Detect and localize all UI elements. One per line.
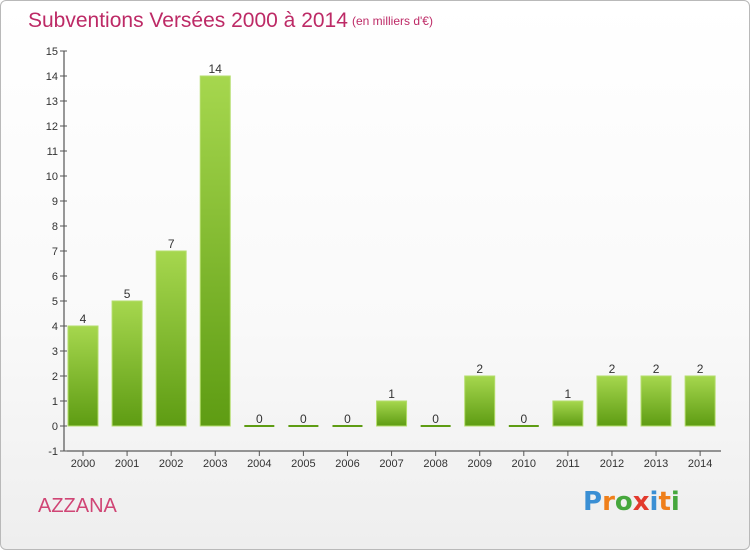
x-tick-label-2012: 2012 xyxy=(600,458,624,470)
data-label-2004: 0 xyxy=(256,412,263,426)
y-tick-label: 6 xyxy=(52,271,58,283)
x-tick-label-2000: 2000 xyxy=(71,458,95,470)
bar-2014 xyxy=(684,375,716,427)
x-tick-label-2008: 2008 xyxy=(423,458,447,470)
bar-2004 xyxy=(244,425,275,427)
y-tick-label: 11 xyxy=(47,146,58,158)
chart-title: Subventions Versées 2000 à 2014 xyxy=(28,9,348,32)
bar-2006 xyxy=(332,425,363,427)
bar-2012 xyxy=(596,375,628,427)
x-tick-label-2013: 2013 xyxy=(644,458,668,470)
data-label-2009: 2 xyxy=(476,362,483,376)
x-tick-label-2001: 2001 xyxy=(115,458,139,470)
x-tick-label-2005: 2005 xyxy=(291,458,315,470)
y-tick-label: 0 xyxy=(52,421,58,433)
data-label-2008: 0 xyxy=(432,412,439,426)
y-tick-label: 12 xyxy=(46,121,58,133)
data-label-2003: 14 xyxy=(209,62,223,76)
logo-letter: x xyxy=(632,487,650,517)
x-tick-label-2003: 2003 xyxy=(203,458,227,470)
bar-2005 xyxy=(288,425,319,427)
data-label-2014: 2 xyxy=(697,362,704,376)
y-tick-label: -1 xyxy=(48,446,58,458)
y-tick-label: 3 xyxy=(52,346,58,358)
x-tick-label-2007: 2007 xyxy=(379,458,403,470)
y-tick-label: 2 xyxy=(52,371,58,383)
bar-2001 xyxy=(111,300,143,427)
data-label-2012: 2 xyxy=(609,362,616,376)
logo-letter: t xyxy=(658,487,671,517)
x-tick-label-2011: 2011 xyxy=(556,458,580,470)
chart-unit-label: (en milliers d'€) xyxy=(352,14,433,28)
y-tick-label: 14 xyxy=(46,71,58,83)
x-tick-label-2014: 2014 xyxy=(688,458,712,470)
bar-2010 xyxy=(508,425,539,427)
chart-data-labels: 4 5 7 14 0 0 0 1 0 2 0 1 2 2 2 xyxy=(80,62,704,426)
x-tick-label-2006: 2006 xyxy=(335,458,359,470)
bar-2008 xyxy=(420,425,451,427)
logo-letter: r xyxy=(602,487,615,517)
y-tick-label: 5 xyxy=(52,296,58,308)
data-label-2002: 7 xyxy=(168,237,175,251)
logo-letter: P xyxy=(583,487,603,517)
bar-2007 xyxy=(376,400,408,427)
logo-letter: i xyxy=(670,487,680,517)
logo-letter: i xyxy=(649,487,659,517)
x-tick-label-2009: 2009 xyxy=(467,458,491,470)
bar-2013 xyxy=(640,375,672,427)
proxiti-logo: Proxiti xyxy=(583,487,680,517)
data-label-2011: 1 xyxy=(565,387,572,401)
logo-letter: o xyxy=(614,487,633,517)
bar-2009 xyxy=(464,375,496,427)
data-label-2006: 0 xyxy=(344,412,351,426)
y-tick-label: 13 xyxy=(46,96,58,108)
data-label-2000: 4 xyxy=(80,312,87,326)
x-tick-label-2010: 2010 xyxy=(512,458,536,470)
bar-2003 xyxy=(199,75,231,427)
y-tick-label: 10 xyxy=(46,171,58,183)
bar-2002 xyxy=(155,250,187,427)
x-tick-label-2004: 2004 xyxy=(247,458,271,470)
data-label-2010: 0 xyxy=(520,412,527,426)
data-label-2005: 0 xyxy=(300,412,307,426)
y-tick-label: 9 xyxy=(52,196,58,208)
x-tick-label-2002: 2002 xyxy=(159,458,183,470)
y-tick-label: 7 xyxy=(52,246,58,258)
y-tick-label: 15 xyxy=(46,46,58,58)
chart-bars xyxy=(67,75,716,427)
commune-name: AZZANA xyxy=(38,495,117,517)
bar-2011 xyxy=(552,400,584,427)
y-tick-label: 1 xyxy=(52,396,58,408)
data-label-2013: 2 xyxy=(653,362,660,376)
y-tick-label: 4 xyxy=(52,321,58,333)
data-label-2007: 1 xyxy=(388,387,395,401)
y-tick-label: 8 xyxy=(52,221,58,233)
bar-2000 xyxy=(67,325,99,427)
data-label-2001: 5 xyxy=(124,287,131,301)
